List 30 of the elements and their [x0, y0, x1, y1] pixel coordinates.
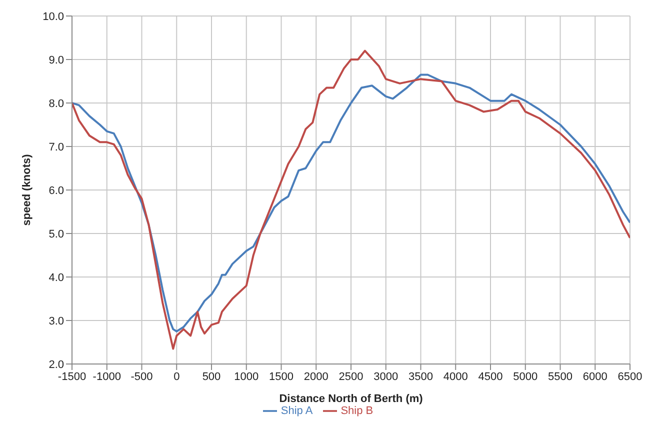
x-tick-label: 1000: [234, 370, 259, 383]
y-tick-label: 3.0: [48, 315, 64, 328]
legend-label: Ship B: [340, 404, 374, 417]
y-tick-label: 5.0: [48, 228, 64, 240]
x-tick-label: 3500: [408, 370, 433, 383]
legend-label: Ship A: [280, 404, 313, 417]
x-tick-label: 3000: [374, 370, 398, 383]
y-tick-label: 8.0: [48, 98, 64, 110]
x-tick-label: -1500: [58, 370, 86, 383]
x-tick-label: 500: [202, 370, 221, 383]
x-tick-label: 4500: [478, 370, 503, 383]
x-tick-label: -1000: [92, 370, 121, 383]
x-tick-label: 4000: [443, 370, 468, 383]
y-tick-label: 9.0: [48, 54, 64, 66]
x-tick-label: 5500: [548, 370, 572, 383]
y-tick-label: 10.0: [42, 10, 64, 23]
x-tick-label: 6500: [618, 370, 642, 383]
y-axis-title: speed (knots): [20, 154, 33, 226]
x-tick-label: 0: [174, 370, 180, 383]
x-tick-label: 6000: [582, 370, 608, 383]
x-tick-label: -500: [130, 370, 153, 383]
y-tick-label: 2.0: [48, 358, 64, 371]
x-tick-label: 2500: [338, 370, 364, 383]
y-tick-label: 4.0: [48, 272, 64, 284]
y-tick-label: 7.0: [48, 141, 64, 154]
x-axis-title: Distance North of Berth (m): [279, 393, 424, 405]
x-tick-label: 2000: [304, 370, 328, 383]
x-tick-label: 5000: [513, 370, 538, 383]
x-tick-label: 1500: [269, 370, 294, 383]
y-tick-label: 6.0: [48, 184, 64, 197]
